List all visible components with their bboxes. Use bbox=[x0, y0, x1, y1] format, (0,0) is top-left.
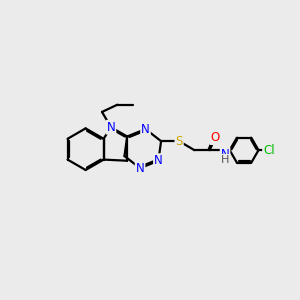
Text: N: N bbox=[221, 148, 230, 161]
Text: N: N bbox=[136, 162, 145, 175]
Text: H: H bbox=[221, 155, 229, 165]
Text: S: S bbox=[176, 135, 183, 148]
Text: Cl: Cl bbox=[263, 144, 275, 157]
Text: N: N bbox=[106, 121, 116, 134]
Text: N: N bbox=[141, 122, 150, 136]
Text: N: N bbox=[154, 154, 163, 167]
Text: O: O bbox=[211, 131, 220, 144]
